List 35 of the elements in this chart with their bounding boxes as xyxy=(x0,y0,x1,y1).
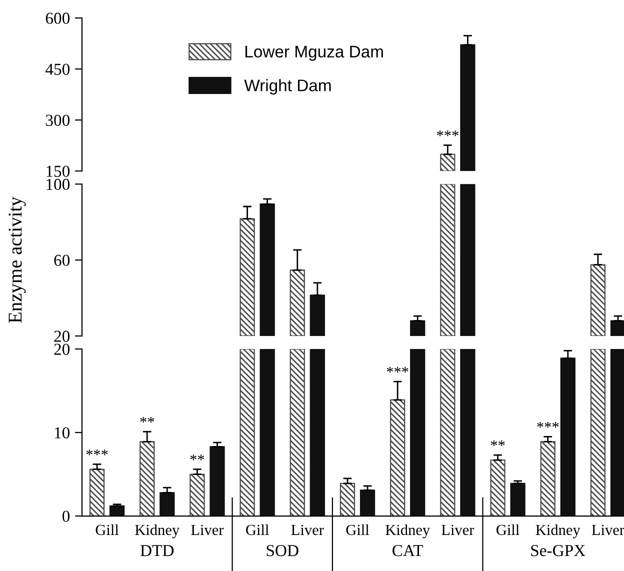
y-axis-title: Enzyme activity xyxy=(8,196,26,323)
x-tick-label: Kidney xyxy=(386,524,430,538)
text: Se-GPX xyxy=(531,544,586,556)
y-tick-label: 20 xyxy=(54,330,70,342)
data-label: ** xyxy=(190,454,204,460)
y-tick-label: 450 xyxy=(46,64,70,75)
data-label: ** xyxy=(140,417,154,423)
x-tick-label: Kidney xyxy=(536,524,580,538)
x-tick-label: Gill xyxy=(246,524,269,536)
data-label: *** xyxy=(537,422,559,428)
data-label: *** xyxy=(436,130,458,136)
text: DTD xyxy=(140,545,174,556)
legend-label: Lower Mguza Dam xyxy=(246,46,383,61)
x-tick-label: Liver xyxy=(442,524,474,536)
legend-label: Wright Dam xyxy=(244,79,331,95)
x-tick-label: Gill xyxy=(346,524,370,536)
y-tick-label: 300 xyxy=(46,114,70,126)
y-tick-label: 60 xyxy=(54,254,70,266)
y-tick-label: 600 xyxy=(46,12,70,24)
text: CAT xyxy=(392,544,424,556)
x-tick-label: Kidney xyxy=(135,524,180,538)
data-label: *** xyxy=(86,450,108,456)
x-tick-label: Liver xyxy=(291,524,324,536)
data-label: *** xyxy=(386,366,408,373)
x-tick-label: Gill xyxy=(496,524,520,536)
text: SOD xyxy=(266,544,298,556)
y-tick-label: 100 xyxy=(46,178,70,190)
y-tick-label: 150 xyxy=(46,166,70,177)
x-tick-label: Liver xyxy=(592,524,624,536)
y-tick-label: 10 xyxy=(54,427,70,438)
y-tick-label: 20 xyxy=(54,344,70,355)
x-tick-label: Liver xyxy=(191,524,224,536)
y-tick-label: 0 xyxy=(62,510,70,522)
data-label: ** xyxy=(490,440,505,446)
x-tick-label: Gill xyxy=(96,524,119,536)
